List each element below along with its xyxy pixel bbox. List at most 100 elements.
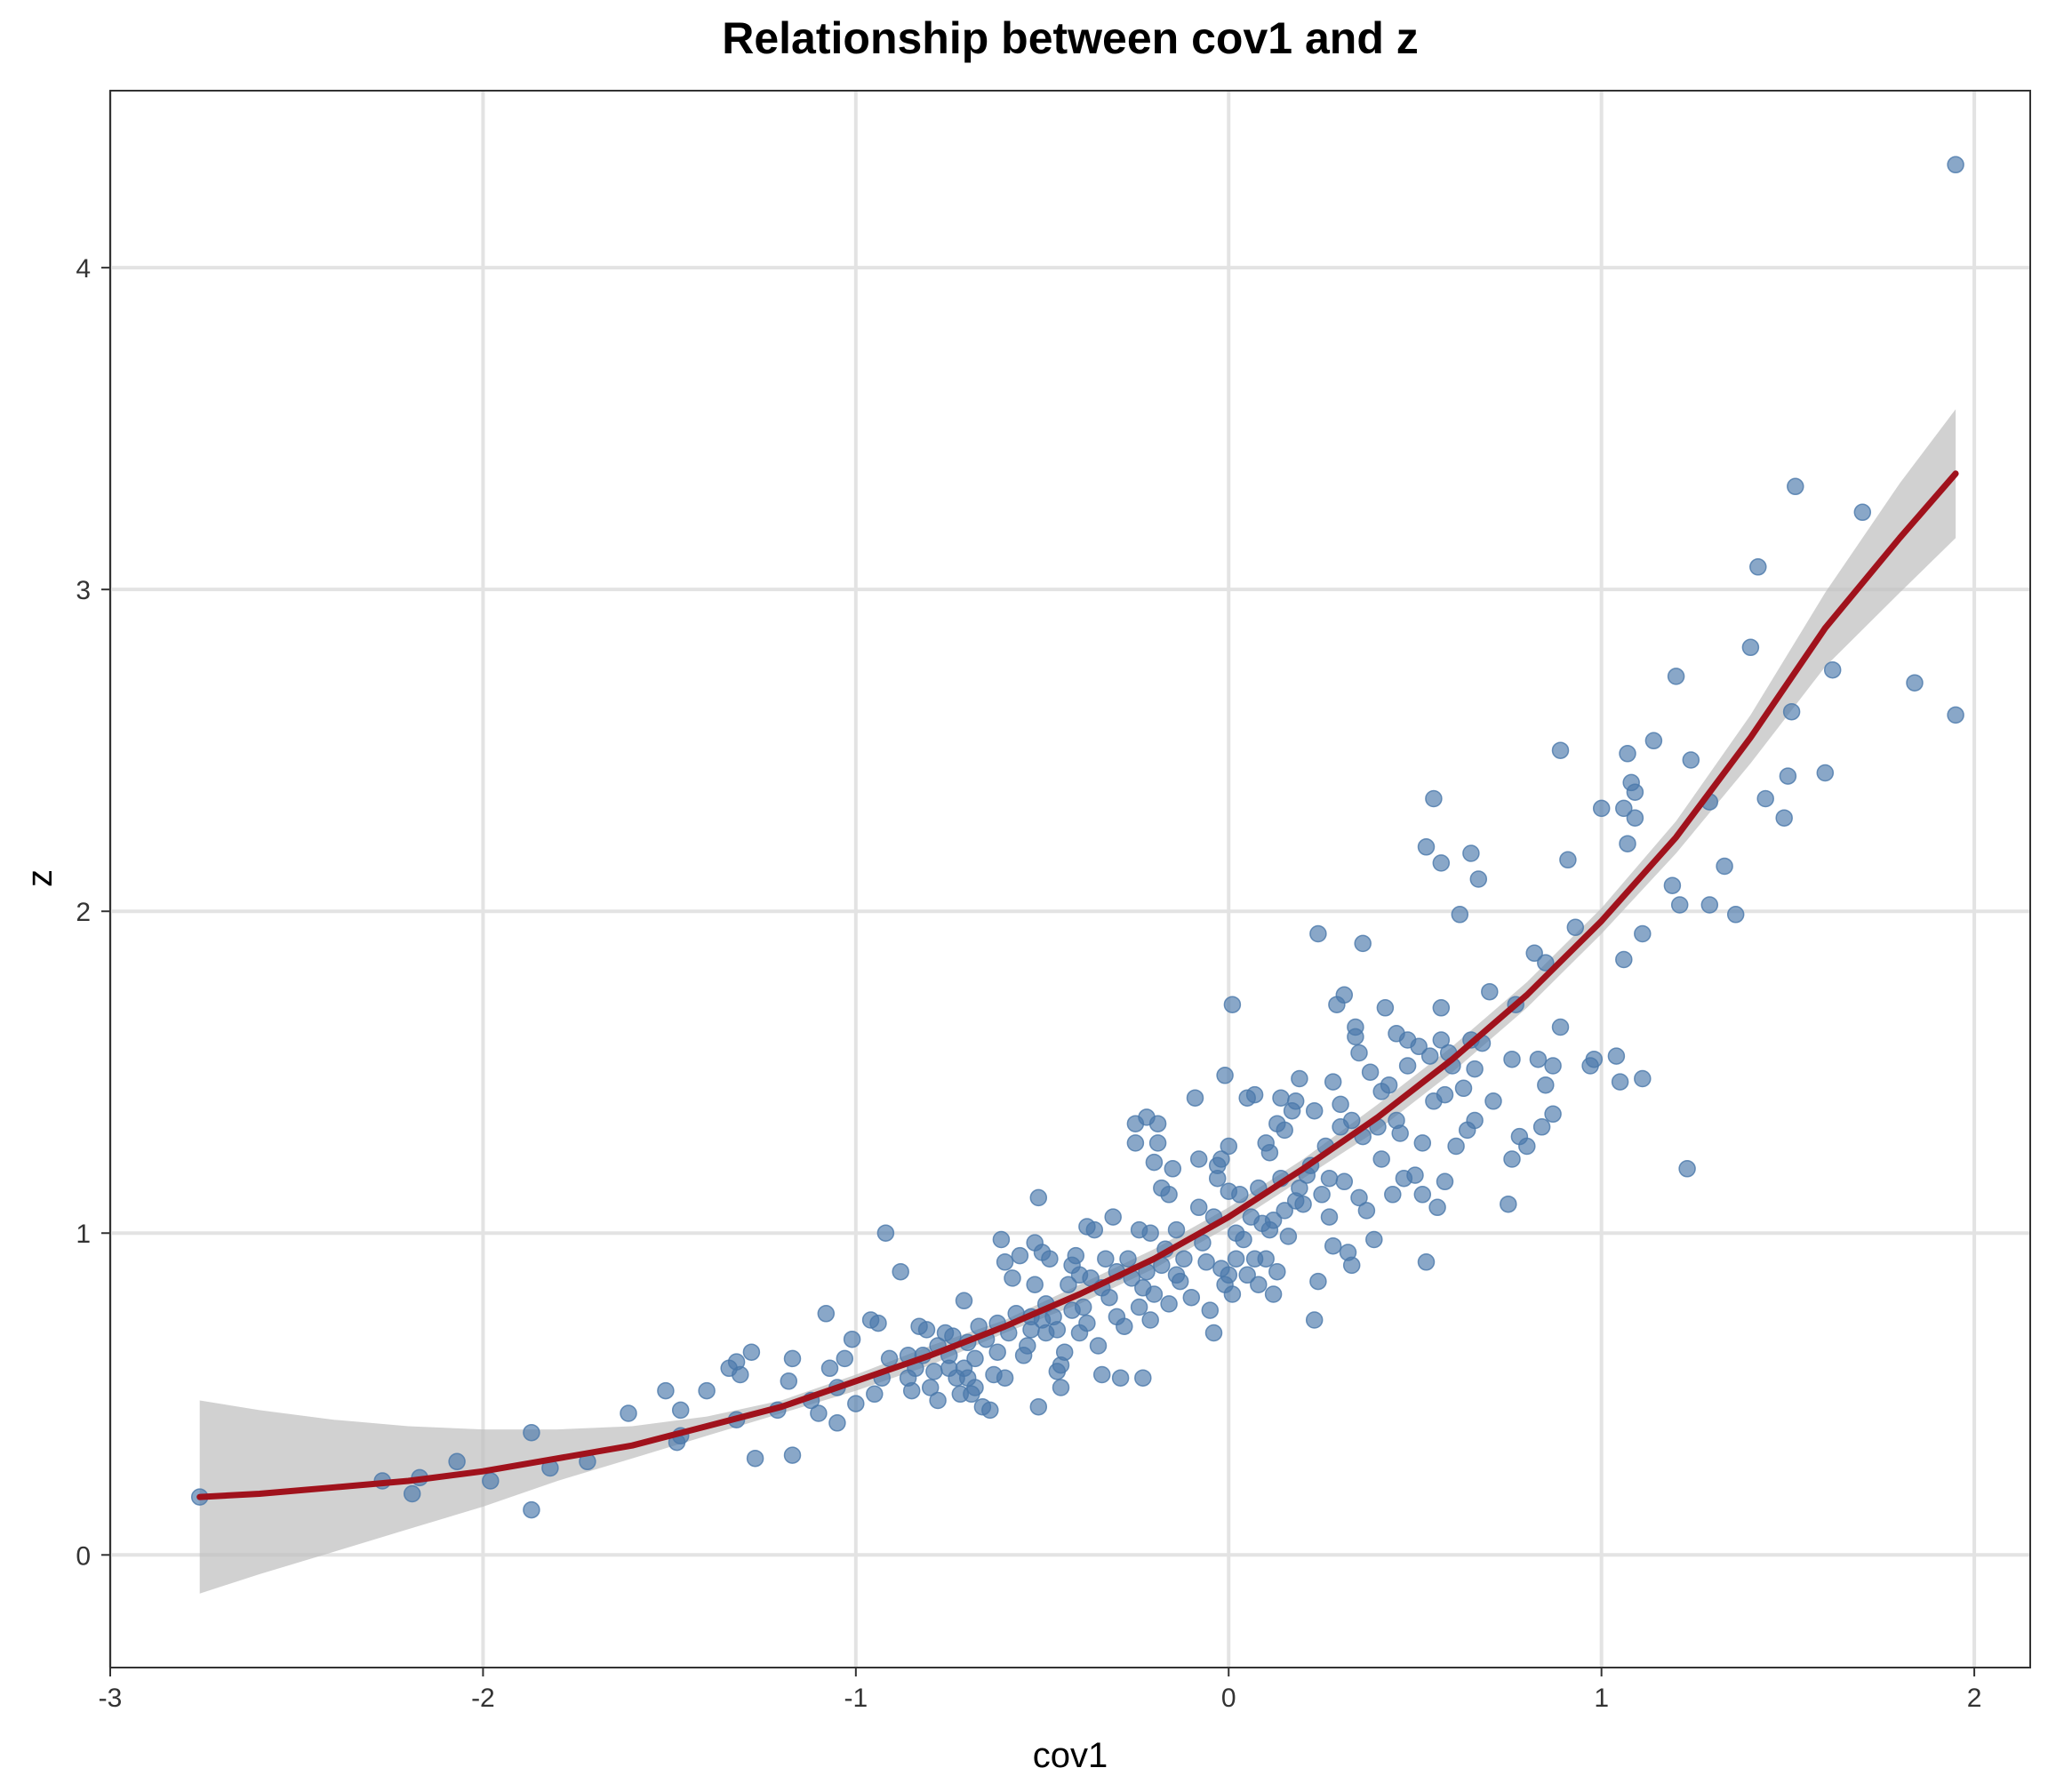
data-point bbox=[921, 1379, 940, 1396]
data-point bbox=[1097, 1250, 1115, 1268]
data-point bbox=[1250, 1276, 1268, 1293]
data-point bbox=[1324, 1073, 1342, 1091]
data-point bbox=[1260, 1143, 1279, 1162]
data-point bbox=[1518, 1137, 1536, 1156]
data-point bbox=[1148, 1115, 1167, 1132]
x-tick-label: 1 bbox=[1594, 1684, 1609, 1713]
data-point bbox=[1305, 1311, 1324, 1329]
data-point bbox=[1670, 896, 1689, 914]
data-point bbox=[1145, 1285, 1164, 1303]
data-point bbox=[847, 1395, 865, 1412]
data-point bbox=[1432, 854, 1451, 872]
data-point bbox=[843, 1330, 861, 1348]
data-point bbox=[1365, 1230, 1383, 1249]
data-point bbox=[1391, 1124, 1409, 1142]
data-point bbox=[1357, 1202, 1376, 1220]
data-point bbox=[1417, 838, 1436, 856]
y-tick-label: 2 bbox=[76, 898, 91, 927]
data-point bbox=[1276, 1121, 1293, 1140]
y-tick-label: 3 bbox=[76, 576, 91, 605]
data-point bbox=[1227, 1250, 1245, 1268]
data-point bbox=[1469, 870, 1488, 888]
data-point bbox=[1238, 1266, 1256, 1284]
x-tick-label: -3 bbox=[99, 1684, 123, 1713]
data-point bbox=[1853, 503, 1872, 522]
panel-border bbox=[109, 90, 2031, 1668]
data-point bbox=[1182, 1288, 1201, 1307]
data-point bbox=[1104, 1208, 1122, 1226]
data-point bbox=[955, 1292, 973, 1310]
data-point bbox=[1592, 799, 1611, 818]
data-point bbox=[817, 1305, 836, 1323]
data-point bbox=[620, 1404, 637, 1422]
data-point bbox=[783, 1349, 802, 1368]
data-point bbox=[988, 1343, 1006, 1361]
data-point bbox=[1626, 809, 1644, 827]
data-point bbox=[1537, 954, 1555, 972]
data-point bbox=[1566, 918, 1585, 937]
data-point bbox=[1197, 1253, 1215, 1271]
data-point bbox=[1775, 809, 1793, 827]
data-point bbox=[1078, 1314, 1096, 1332]
data-point bbox=[992, 1230, 1011, 1249]
data-point bbox=[1313, 1186, 1331, 1204]
data-point bbox=[1134, 1369, 1152, 1387]
data-point bbox=[820, 1359, 839, 1378]
data-point bbox=[742, 1343, 761, 1361]
data-point bbox=[1019, 1337, 1036, 1355]
data-point bbox=[1525, 944, 1543, 963]
data-point bbox=[1413, 1134, 1432, 1152]
data-point bbox=[1223, 1285, 1242, 1303]
data-point bbox=[1189, 1150, 1208, 1168]
data-point bbox=[1160, 1186, 1178, 1204]
data-point bbox=[880, 1349, 899, 1368]
data-point bbox=[1779, 767, 1797, 785]
data-point bbox=[1537, 1076, 1555, 1094]
data-point bbox=[1384, 1186, 1402, 1204]
data-point bbox=[1212, 1150, 1230, 1168]
data-point bbox=[1432, 1031, 1451, 1049]
data-point bbox=[1011, 1246, 1029, 1265]
data-point bbox=[403, 1484, 421, 1503]
data-point bbox=[1175, 1250, 1193, 1268]
data-point bbox=[929, 1391, 947, 1410]
data-point bbox=[1376, 999, 1395, 1017]
data-point bbox=[1787, 477, 1804, 496]
data-point bbox=[1451, 906, 1469, 924]
data-point bbox=[1420, 1047, 1439, 1065]
data-point bbox=[1454, 1079, 1473, 1098]
data-point bbox=[981, 1401, 999, 1420]
data-point bbox=[1947, 706, 1964, 724]
data-point bbox=[1432, 999, 1451, 1017]
data-point bbox=[1741, 638, 1760, 657]
data-point bbox=[925, 1363, 943, 1380]
data-point bbox=[746, 1449, 764, 1468]
data-point bbox=[1398, 1057, 1417, 1075]
data-point bbox=[1544, 1105, 1562, 1124]
y-tick-label: 4 bbox=[76, 254, 91, 284]
data-point bbox=[1029, 1397, 1048, 1416]
data-point bbox=[996, 1253, 1014, 1271]
data-point bbox=[1130, 1298, 1148, 1316]
data-point bbox=[876, 1224, 895, 1242]
data-point bbox=[1607, 1047, 1626, 1065]
data-point bbox=[1085, 1220, 1104, 1239]
data-point bbox=[1551, 741, 1570, 759]
data-point bbox=[1532, 1118, 1551, 1136]
data-point bbox=[1342, 1256, 1361, 1275]
data-point bbox=[1347, 1028, 1364, 1046]
data-point bbox=[1235, 1230, 1252, 1249]
data-point bbox=[996, 1369, 1014, 1387]
data-point bbox=[1816, 764, 1835, 782]
data-point bbox=[1272, 1089, 1290, 1107]
data-point bbox=[1294, 1195, 1312, 1213]
data-point bbox=[1615, 950, 1633, 969]
data-point bbox=[966, 1379, 984, 1396]
data-point bbox=[1481, 982, 1499, 1001]
data-point bbox=[1111, 1369, 1130, 1387]
data-point bbox=[1585, 1050, 1604, 1068]
data-point bbox=[1004, 1269, 1021, 1287]
data-point bbox=[1026, 1276, 1044, 1293]
data-point bbox=[1619, 745, 1636, 763]
data-point bbox=[1466, 1111, 1484, 1130]
